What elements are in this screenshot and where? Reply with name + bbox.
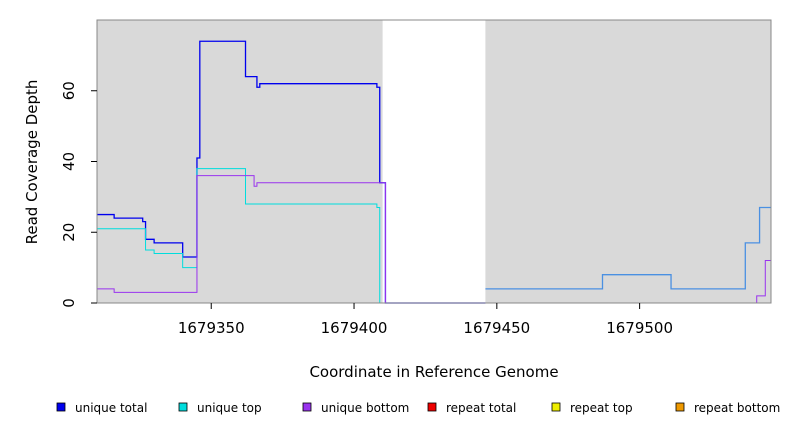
series-line-unique-total <box>97 40 486 304</box>
plot-background <box>97 20 771 303</box>
y-tick-label: 20 <box>60 223 78 242</box>
y-tick-label: 60 <box>60 81 78 100</box>
x-tick-label: 1679450 <box>463 319 530 337</box>
legend-item-repeat-top: repeat top <box>551 401 633 415</box>
y-axis-label: Read Coverage Depth <box>23 80 41 245</box>
legend-item-unique-total: unique total <box>56 401 147 415</box>
legend-swatch <box>551 402 561 412</box>
legend-label: unique total <box>75 401 147 415</box>
legend-swatch <box>178 402 188 412</box>
legend-label: repeat top <box>570 401 633 415</box>
y-tick-label: 40 <box>60 152 78 171</box>
x-axis: 1679350 1679400 1679450 1679500 <box>178 303 673 337</box>
legend-item-unique-top: unique top <box>178 401 262 415</box>
y-tick-label: 0 <box>60 298 78 308</box>
shaded-region-1 <box>97 20 383 303</box>
legend: unique total unique top unique bottom repea… <box>56 401 780 415</box>
x-tick-label: 1679400 <box>321 319 388 337</box>
legend-label: repeat total <box>446 401 516 415</box>
x-tick-label: 1679500 <box>606 319 673 337</box>
shaded-region-2 <box>485 20 771 303</box>
series-line-unique-bottom <box>97 175 771 304</box>
x-tick-label: 1679350 <box>178 319 245 337</box>
y-axis: 0 20 40 60 <box>60 81 97 308</box>
legend-swatch <box>56 402 66 412</box>
x-axis-label: Coordinate in Reference Genome <box>309 363 558 381</box>
legend-item-repeat-total: repeat total <box>427 401 516 415</box>
legend-label: unique top <box>197 401 262 415</box>
legend-item-repeat-bottom: repeat bottom <box>675 401 780 415</box>
legend-swatch <box>675 402 685 412</box>
series-line-extra <box>485 206 771 290</box>
legend-swatch <box>427 402 437 412</box>
legend-swatch <box>302 402 312 412</box>
legend-label: repeat bottom <box>694 401 780 415</box>
legend-item-unique-bottom: unique bottom <box>302 401 409 415</box>
legend-label: unique bottom <box>321 401 409 415</box>
